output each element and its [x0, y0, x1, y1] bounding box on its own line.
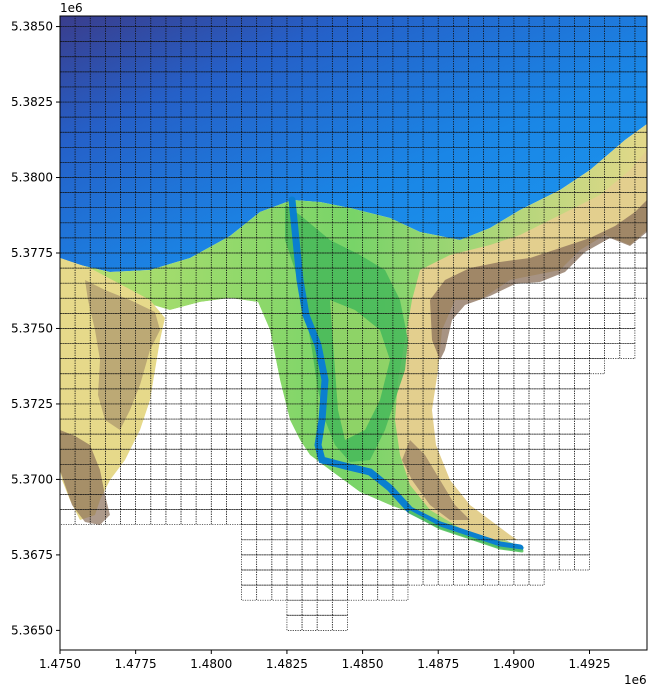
grid-tile: [574, 494, 590, 510]
x-tick-label: 1.4750: [39, 657, 81, 671]
y-axis: 5.3850 5.3825 5.3800 5.3775 5.3750 5.3725 5.37…: [11, 20, 60, 637]
river-channel: [288, 196, 524, 552]
grid-tile: [574, 539, 590, 556]
grid-tile: [589, 358, 605, 375]
grid-tile: [634, 207, 647, 224]
grid-tile: [619, 328, 636, 344]
tile-grid-overlay: [60, 16, 647, 631]
y-tick-label: 5.3800: [11, 171, 53, 185]
inland-mask-east: [438, 232, 647, 650]
x-tick-label: 1.4850: [342, 657, 384, 671]
grid-tile: [634, 86, 647, 103]
x-tick-label: 1.4800: [190, 657, 232, 671]
grid-tile: [574, 479, 590, 495]
grid-tile: [528, 569, 545, 586]
river-bank-green: [408, 510, 524, 553]
grid-tile: [574, 524, 590, 541]
x-tick-label: 1.4875: [417, 657, 459, 671]
grid-tile: [331, 599, 348, 616]
grid-tile: [634, 267, 647, 284]
grid-tile: [574, 463, 590, 480]
grid-tile: [574, 388, 590, 405]
grid-tile: [634, 192, 647, 209]
grid-tile: [619, 297, 636, 314]
grid-tile: [634, 177, 647, 193]
grid-tile: [634, 131, 647, 148]
grid-tile: [634, 252, 647, 269]
grid-tile: [574, 373, 590, 390]
grid-tile: [574, 448, 590, 465]
x-tick-label: 1.4825: [266, 657, 308, 671]
grid-tile: [574, 418, 590, 435]
grid-tile: [392, 584, 409, 601]
grid-tile: [634, 282, 647, 299]
y-offset-label: 1e6: [60, 1, 83, 15]
grid-tile: [634, 26, 647, 43]
y-tick-label: 5.3650: [11, 623, 53, 637]
grid-tile: [634, 56, 647, 73]
grid-tile: [634, 71, 647, 88]
grid-tile: [574, 403, 590, 420]
southern-hills-shading: [402, 440, 470, 520]
grid-tile: [331, 614, 348, 631]
western-hills-shading-2: [85, 280, 160, 430]
axes-frame: [59, 15, 648, 651]
y-tick-label: 5.3725: [11, 397, 53, 411]
grid-tile: [619, 343, 636, 360]
y-tick-label: 5.3825: [11, 95, 53, 109]
grid-tile: [634, 237, 647, 254]
eastern-hills-shading: [430, 200, 647, 360]
delta-lowland-light: [330, 300, 390, 440]
x-axis: 1.4750 1.4775 1.4800 1.4825 1.4850 1.4875 1.49…: [39, 650, 611, 671]
grid-tile: [574, 554, 590, 571]
grid-tile: [634, 162, 647, 178]
x-tick-label: 1.4900: [493, 657, 535, 671]
y-tick-label: 5.3700: [11, 472, 53, 486]
western-hills-shading: [60, 430, 110, 525]
grid-tile: [574, 509, 590, 526]
grid-tile: [634, 101, 647, 118]
grid-tile: [634, 16, 647, 27]
x-offset-label: 1e6: [624, 673, 647, 687]
grid-tile: [634, 222, 647, 239]
x-tick-label: 1.4775: [115, 657, 157, 671]
grid-tile: [619, 313, 636, 329]
grid-tile: [574, 433, 590, 450]
grid-tile: [634, 41, 647, 58]
y-tick-label: 5.3675: [11, 548, 53, 562]
grid-tile: [634, 116, 647, 133]
y-tick-label: 5.3750: [11, 321, 53, 335]
grid-tile: [634, 146, 647, 163]
inland-mask: [60, 298, 530, 650]
y-tick-label: 5.3775: [11, 246, 53, 260]
x-tick-label: 1.4925: [569, 657, 611, 671]
y-tick-label: 5.3850: [11, 20, 53, 34]
